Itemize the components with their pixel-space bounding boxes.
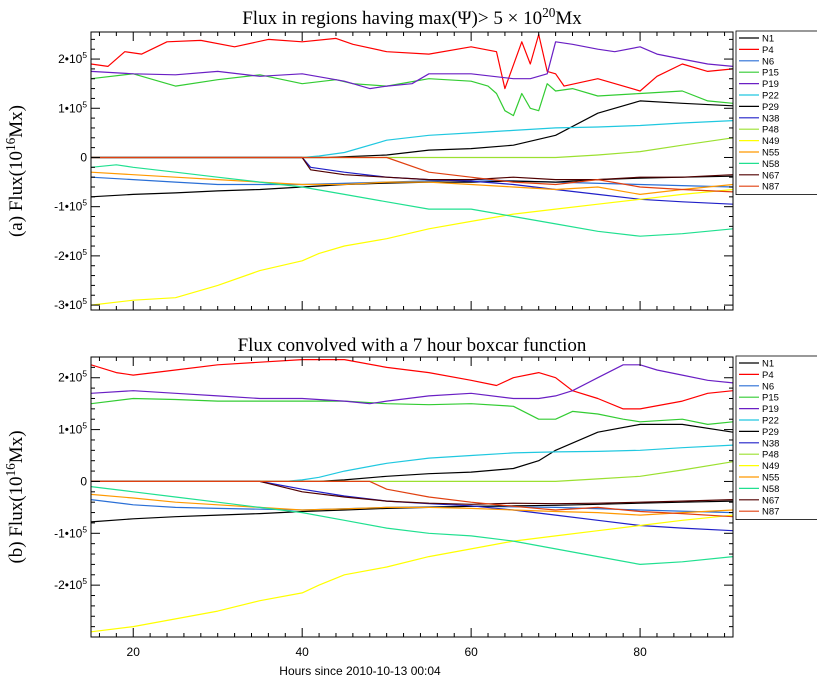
- legend-label: P22: [762, 91, 779, 102]
- series-line-n1: [91, 100, 733, 159]
- y-axis-label: (a) Flux(1016Mx): [3, 105, 28, 237]
- y-ticks: [91, 38, 733, 306]
- y-tick-label: -1•105: [54, 524, 87, 540]
- plot-frame: [90, 31, 734, 311]
- series-line-p4: [91, 359, 733, 410]
- legend-label: P4: [762, 370, 774, 381]
- series-line-n58: [91, 164, 733, 237]
- legend-label: P15: [762, 393, 779, 404]
- legend-label: P22: [762, 416, 779, 427]
- legend-label: P29: [762, 427, 779, 438]
- series-group: [91, 33, 733, 306]
- x-tick-label: 60: [464, 645, 478, 659]
- legend-label: N87: [762, 507, 779, 518]
- legend-box: [735, 30, 817, 196]
- y-tick-label: -3•105: [54, 296, 87, 312]
- series-line-p19: [91, 41, 733, 90]
- legend-label: N1: [762, 34, 774, 45]
- legend-label: N55: [762, 148, 779, 159]
- panel-title: Flux convolved with a 7 hour boxcar func…: [238, 335, 587, 356]
- legend-label: P29: [762, 102, 779, 113]
- x-tick-label: 80: [633, 645, 647, 659]
- legend-label: N49: [762, 136, 779, 147]
- panel-a: Flux in regions having max(Ψ)> 5 × 1020M…: [3, 5, 817, 312]
- series-line-p22: [91, 444, 733, 482]
- x-axis-label: Hours since 2010-10-13 00:04: [279, 664, 441, 678]
- y-axis-label: (b) Flux(1016Mx): [3, 430, 28, 563]
- legend-label: N38: [762, 438, 779, 449]
- legend-label: P19: [762, 404, 779, 415]
- series-group: [91, 359, 733, 633]
- series-line-n49: [91, 188, 733, 306]
- series-line-n87: [91, 156, 733, 193]
- panel-title: Flux in regions having max(Ψ)> 5 × 1020M…: [242, 5, 582, 30]
- y-tick-label: 0: [80, 150, 87, 164]
- legend-label: P48: [762, 450, 779, 461]
- x-ticks: [98, 32, 726, 310]
- legend-label: N6: [762, 56, 774, 67]
- series-line-p4: [91, 33, 733, 92]
- y-tick-label: -2•105: [54, 247, 87, 263]
- y-tick-label: 2•105: [58, 369, 87, 385]
- series-line-n38: [91, 480, 733, 532]
- series-line-n58: [91, 486, 733, 566]
- legend-label: N67: [762, 495, 779, 506]
- legend-label: N1: [762, 359, 774, 370]
- series-line-p48: [91, 137, 733, 159]
- y-tick-label: 0: [80, 474, 87, 488]
- series-line-n87: [91, 480, 733, 518]
- series-line-n6: [91, 176, 733, 188]
- y-tick-label: 1•105: [58, 421, 87, 437]
- series-line-n55: [91, 493, 733, 516]
- series-line-p15: [91, 73, 733, 117]
- legend-box: [735, 355, 817, 521]
- series-line-n55: [91, 171, 733, 195]
- legend-label: N67: [762, 170, 779, 181]
- legend-label: N87: [762, 182, 779, 193]
- legend-label: N38: [762, 113, 779, 124]
- y-tick-label: 2•105: [58, 50, 87, 66]
- series-line-n67: [91, 480, 733, 505]
- y-tick-label: 1•105: [58, 99, 87, 115]
- series-line-n1: [91, 423, 733, 482]
- legend-label: N58: [762, 484, 779, 495]
- legend-label: P4: [762, 45, 774, 56]
- legend-label: N49: [762, 461, 779, 472]
- y-tick-label: -2•105: [54, 576, 87, 592]
- series-line-n67: [91, 156, 733, 181]
- series-line-p15: [91, 397, 733, 425]
- x-tick-label: 40: [296, 645, 310, 659]
- plot-frame: [90, 356, 734, 638]
- y-tick-label: -1•105: [54, 198, 87, 214]
- x-tick-label: 20: [127, 645, 141, 659]
- panel-b: Flux convolved with a 7 hour boxcar func…: [3, 335, 817, 678]
- legend-label: P19: [762, 79, 779, 90]
- legend-label: P15: [762, 68, 779, 79]
- series-line-p48: [91, 461, 733, 482]
- legend-label: N6: [762, 381, 774, 392]
- legend-label: P48: [762, 125, 779, 136]
- series-line-p19: [91, 364, 733, 405]
- legend-label: N55: [762, 473, 779, 484]
- y-ticks: [91, 356, 733, 638]
- x-ticks: [98, 357, 726, 637]
- series-line-n49: [91, 514, 733, 633]
- legend-label: N58: [762, 159, 779, 170]
